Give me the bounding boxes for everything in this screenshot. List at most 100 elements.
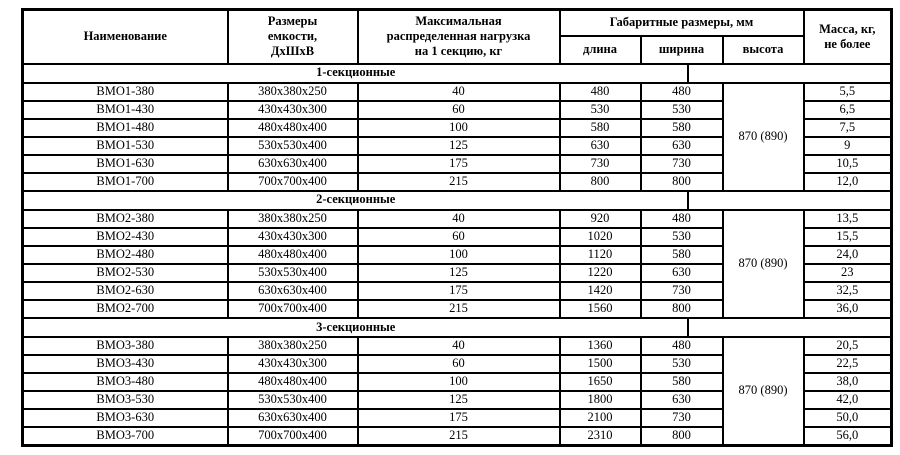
mass-kg: 9 [802,135,893,156]
header-row-2: длина ширина высота [23,34,892,65]
data-row: ВМО3-530 530x530x400 125 1800 630 42,0 [21,389,893,410]
section-header-row: 2-секционные [21,189,893,211]
section-title-cell: 2-секционные [21,189,893,211]
height-mm-merged: 870 (890) [721,335,805,447]
data-row: ВМО3-430 430x430x300 60 1500 530 22,5 [21,353,893,374]
length-mm: 1650 [558,371,642,392]
data-row: ВМО1-430 430x430x300 60 530 530 6,5 [21,99,893,120]
mass-kg: 7,5 [802,117,893,138]
mass-kg: 22,5 [802,353,893,374]
model-name: ВМО2-430 [21,226,229,247]
max-load-kg: 60 [356,353,561,374]
container-size: 430x430x300 [226,226,359,247]
length-mm: 630 [558,135,642,156]
col-header-overall-dims: Габаритные размеры, мм [558,8,805,37]
container-size: 380x380x250 [226,208,359,229]
length-mm: 920 [558,208,642,229]
data-row: ВМО1-480 480x480x400 100 580 580 7,5 [21,117,893,138]
mass-kg: 24,0 [802,244,893,265]
band-divider [686,319,689,335]
table-header: Наименование Размеры емкости, ДхШхВ Макс… [21,8,893,65]
length-mm: 1560 [558,298,642,319]
width-mm: 730 [639,153,724,174]
model-name: ВМО3-480 [21,371,229,392]
length-mm: 1800 [558,389,642,410]
length-mm: 730 [558,153,642,174]
mass-kg: 10,5 [802,153,893,174]
data-row: ВМО1-380 380x380x250 40 480 480 870 (890) 5,5 [21,81,893,192]
max-load-kg: 40 [356,208,561,229]
data-row: ВМО2-380 380x380x250 40 920 480 870 (890) 13,5 [21,208,893,319]
mass-kg: 23 [802,262,893,283]
mass-kg: 5,5 [802,81,893,102]
width-mm: 800 [639,171,724,192]
container-size: 700x700x400 [226,298,359,319]
col-header-name: Наименование [21,8,229,65]
length-mm: 1500 [558,353,642,374]
model-name: ВМО1-480 [21,117,229,138]
container-size: 480x480x400 [226,117,359,138]
model-name: ВМО2-480 [21,244,229,265]
spec-table: Наименование Размеры емкости, ДхШхВ Макс… [21,8,894,447]
container-size: 480x480x400 [226,244,359,265]
length-mm: 2310 [558,425,642,447]
width-mm: 730 [639,407,724,428]
width-mm: 630 [639,135,724,156]
mass-kg: 36,0 [802,298,893,319]
container-size: 380x380x250 [226,81,359,102]
max-load-kg: 40 [356,81,561,102]
max-load-kg: 100 [356,117,561,138]
container-size: 380x380x250 [226,335,359,356]
section-header-row: 1-секционные [21,62,893,84]
model-name: ВМО1-380 [21,81,229,102]
length-mm: 1020 [558,226,642,247]
width-mm: 730 [639,280,724,301]
length-mm: 530 [558,99,642,120]
section-header-row: 3-секционные [21,316,893,338]
data-row: ВМО2-530 530x530x400 125 1220 630 23 [21,262,893,283]
data-row: ВМО2-430 430x430x300 60 1020 530 15,5 [21,226,893,247]
width-mm: 530 [639,99,724,120]
mass-kg: 20,5 [802,335,893,356]
container-size: 630x630x400 [226,153,359,174]
length-mm: 2100 [558,407,642,428]
col-header-container-size: Размеры емкости, ДхШхВ [226,8,359,65]
section-title-cell: 3-секционные [21,316,893,338]
width-mm: 480 [639,335,724,356]
band-divider [686,192,689,208]
band-divider [686,65,689,81]
width-mm: 580 [639,244,724,265]
mass-kg: 15,5 [802,226,893,247]
model-name: ВМО2-530 [21,262,229,283]
section-title: 1-секционные [316,65,396,80]
col-header-mass: Масса, кг, не более [802,8,893,65]
max-load-kg: 215 [356,298,561,319]
model-name: ВМО3-430 [21,353,229,374]
data-row: ВМО3-700 700x700x400 215 2310 800 56,0 [21,425,893,447]
data-row: ВМО1-700 700x700x400 215 800 800 12,0 [21,171,893,192]
height-mm-merged: 870 (890) [721,208,805,319]
model-name: ВМО1-630 [21,153,229,174]
model-name: ВМО1-430 [21,99,229,120]
mass-kg: 56,0 [802,425,893,447]
data-row: ВМО1-530 530x530x400 125 630 630 9 [21,135,893,156]
header-row-1: Наименование Размеры емкости, ДхШхВ Макс… [21,8,893,65]
model-name: ВМО3-380 [21,335,229,356]
max-load-kg: 40 [356,335,561,356]
length-mm: 1120 [558,244,642,265]
model-name: ВМО3-530 [21,389,229,410]
data-row: ВМО2-480 480x480x400 100 1120 580 24,0 [21,244,893,265]
data-row: ВМО3-480 480x480x400 100 1650 580 38,0 [21,371,893,392]
max-load-kg: 60 [356,99,561,120]
width-mm: 480 [639,208,724,229]
width-mm: 800 [639,425,724,447]
model-name: ВМО2-700 [21,298,229,319]
col-header-width: ширина [639,34,724,65]
data-row: ВМО3-380 380x380x250 40 1360 480 870 (890) 20,… [21,335,893,447]
container-size: 630x630x400 [226,407,359,428]
max-load-kg: 100 [356,244,561,265]
section-title: 3-секционные [316,319,396,334]
width-mm: 530 [639,353,724,374]
container-size: 530x530x400 [226,135,359,156]
